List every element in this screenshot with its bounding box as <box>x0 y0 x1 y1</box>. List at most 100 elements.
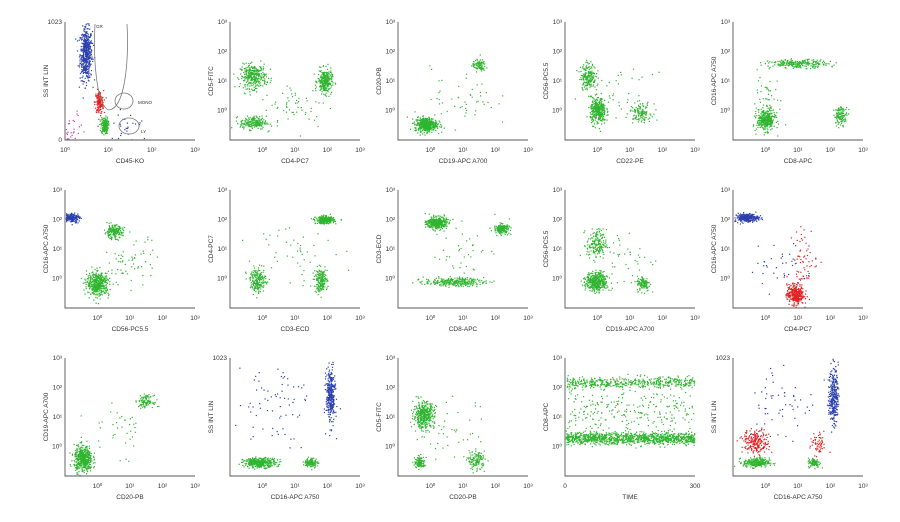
data-point <box>429 128 430 129</box>
data-point <box>588 73 589 74</box>
data-point <box>331 79 332 80</box>
data-point <box>253 73 254 74</box>
data-point <box>793 68 794 69</box>
data-point <box>596 106 597 107</box>
data-point <box>434 125 435 126</box>
data-point <box>327 86 328 87</box>
data-point <box>638 113 639 114</box>
data-point <box>244 68 245 69</box>
data-point <box>765 63 766 64</box>
data-point <box>444 128 445 129</box>
data-point <box>659 72 660 73</box>
data-point <box>112 227 113 228</box>
data-point <box>259 76 260 77</box>
data-point <box>423 128 424 129</box>
data-point <box>763 98 764 99</box>
data-point <box>325 95 326 96</box>
data-point <box>257 81 258 82</box>
data-point <box>105 287 106 288</box>
data-point <box>100 278 101 279</box>
data-point <box>638 111 639 112</box>
data-point <box>104 282 105 283</box>
data-point <box>107 289 108 290</box>
data-points <box>753 58 850 136</box>
data-point <box>254 119 255 120</box>
data-point <box>147 239 148 240</box>
data-point <box>321 215 322 216</box>
data-point <box>75 219 76 220</box>
data-point <box>145 261 146 262</box>
data-point <box>93 294 94 295</box>
data-point <box>109 262 110 263</box>
data-point <box>804 66 805 67</box>
data-points <box>407 54 504 135</box>
data-point <box>242 126 243 127</box>
data-point <box>251 125 252 126</box>
data-point <box>79 65 80 66</box>
data-point <box>631 106 632 107</box>
data-point <box>75 39 76 40</box>
data-point <box>638 115 639 116</box>
data-point <box>92 61 93 62</box>
data-point <box>769 121 770 122</box>
data-point <box>595 76 596 77</box>
data-point <box>250 75 251 76</box>
data-point <box>319 80 320 81</box>
data-point <box>641 121 642 122</box>
data-point <box>813 66 814 67</box>
data-point <box>256 88 257 89</box>
data-point <box>464 116 465 117</box>
data-point <box>420 135 421 136</box>
data-point <box>588 96 589 97</box>
data-point <box>254 66 255 67</box>
data-point <box>97 268 98 269</box>
data-point <box>591 73 592 74</box>
data-point <box>606 85 607 86</box>
data-point <box>792 60 793 61</box>
data-point <box>72 221 73 222</box>
data-point <box>126 128 127 129</box>
data-point <box>846 112 847 113</box>
data-point <box>79 55 80 56</box>
data-point <box>150 264 151 265</box>
data-point <box>109 281 110 282</box>
data-point <box>277 108 278 109</box>
data-point <box>757 92 758 93</box>
data-point <box>767 66 768 67</box>
data-point <box>72 135 73 136</box>
data-point <box>593 78 594 79</box>
data-point <box>248 125 249 126</box>
data-point <box>265 120 266 121</box>
data-point <box>589 71 590 72</box>
data-point <box>592 100 593 101</box>
data-point <box>772 113 773 114</box>
data-point <box>79 56 80 57</box>
data-point <box>331 74 332 75</box>
data-point <box>248 73 249 74</box>
data-point <box>603 106 604 107</box>
data-point <box>319 71 320 72</box>
data-point <box>96 303 97 304</box>
data-point <box>769 68 770 69</box>
data-point <box>245 84 246 85</box>
data-point <box>263 69 264 70</box>
data-point <box>798 62 799 63</box>
data-point <box>642 113 643 114</box>
data-point <box>327 64 328 65</box>
data-point <box>125 264 126 265</box>
data-point <box>87 59 88 60</box>
data-point <box>250 117 251 118</box>
data-point <box>442 102 443 103</box>
data-point <box>788 65 789 66</box>
data-point <box>770 90 771 91</box>
data-point <box>90 61 91 62</box>
data-point <box>427 123 428 124</box>
data-point <box>88 66 89 67</box>
data-point <box>86 63 87 64</box>
data-point <box>416 125 417 126</box>
data-point <box>788 63 789 64</box>
data-point <box>429 119 430 120</box>
data-point <box>436 125 437 126</box>
data-point <box>120 270 121 271</box>
data-point <box>74 121 75 122</box>
